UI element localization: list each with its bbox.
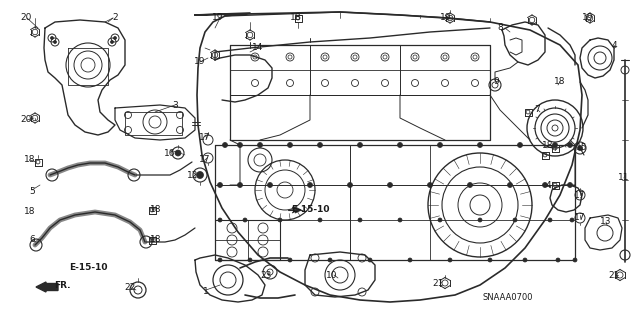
Circle shape (348, 182, 353, 188)
Circle shape (51, 36, 54, 40)
Text: FR.: FR. (54, 280, 70, 290)
Circle shape (175, 150, 181, 156)
Circle shape (358, 143, 362, 147)
Circle shape (543, 182, 547, 188)
Circle shape (288, 258, 292, 262)
Text: 18: 18 (24, 155, 36, 165)
Circle shape (428, 182, 433, 188)
Text: 9: 9 (493, 78, 499, 86)
Text: 11: 11 (618, 174, 630, 182)
Text: 18: 18 (150, 235, 162, 244)
Circle shape (523, 258, 527, 262)
Circle shape (318, 218, 322, 222)
Circle shape (397, 143, 403, 147)
Text: 17: 17 (199, 133, 211, 143)
Circle shape (438, 218, 442, 222)
Text: 8: 8 (497, 24, 503, 33)
Circle shape (278, 218, 282, 222)
Circle shape (218, 182, 223, 188)
Circle shape (556, 258, 560, 262)
Text: E-15-10: E-15-10 (291, 205, 329, 214)
Circle shape (448, 258, 452, 262)
Circle shape (488, 258, 492, 262)
Circle shape (113, 36, 116, 40)
Text: 18: 18 (542, 140, 554, 150)
Circle shape (552, 143, 557, 147)
Circle shape (368, 258, 372, 262)
Circle shape (243, 218, 247, 222)
Text: 18: 18 (150, 205, 162, 214)
Circle shape (268, 182, 273, 188)
Circle shape (218, 218, 222, 222)
Text: 7: 7 (534, 106, 540, 115)
Circle shape (508, 182, 513, 188)
Circle shape (196, 172, 204, 179)
Text: 5: 5 (29, 188, 35, 197)
Circle shape (577, 145, 582, 151)
Text: 1: 1 (203, 287, 209, 296)
Text: 21: 21 (432, 278, 444, 287)
Text: 4: 4 (611, 41, 617, 49)
Circle shape (248, 258, 252, 262)
Text: 20: 20 (20, 13, 32, 23)
Circle shape (438, 143, 442, 147)
Text: 3: 3 (172, 100, 178, 109)
Circle shape (408, 258, 412, 262)
Circle shape (237, 182, 243, 188)
Text: SNAAA0700: SNAAA0700 (483, 293, 533, 302)
Circle shape (237, 143, 243, 147)
Text: 18: 18 (554, 78, 566, 86)
Text: 18: 18 (291, 13, 301, 23)
Text: 23: 23 (260, 271, 272, 279)
Text: 22: 22 (124, 284, 136, 293)
Text: 18: 18 (24, 207, 36, 217)
Circle shape (518, 143, 522, 147)
Circle shape (568, 143, 573, 147)
Circle shape (570, 218, 574, 222)
Circle shape (223, 143, 227, 147)
Text: 21: 21 (608, 271, 620, 279)
Text: 13: 13 (600, 218, 612, 226)
Circle shape (111, 41, 113, 43)
Circle shape (398, 218, 402, 222)
FancyArrow shape (36, 282, 58, 292)
Text: 4: 4 (545, 181, 551, 189)
Text: E-15-10: E-15-10 (68, 263, 108, 272)
Text: 15: 15 (576, 144, 588, 152)
Circle shape (513, 218, 517, 222)
Circle shape (287, 143, 292, 147)
Text: 14: 14 (252, 43, 264, 53)
Circle shape (387, 182, 392, 188)
Circle shape (478, 218, 482, 222)
Circle shape (358, 218, 362, 222)
Circle shape (257, 143, 262, 147)
Text: 19: 19 (195, 57, 205, 66)
Text: 6: 6 (29, 235, 35, 244)
Circle shape (548, 218, 552, 222)
Circle shape (218, 258, 222, 262)
Circle shape (477, 143, 483, 147)
Text: 19: 19 (582, 13, 594, 23)
Circle shape (573, 258, 577, 262)
Text: 2: 2 (112, 13, 118, 23)
Text: 17: 17 (574, 190, 586, 199)
Circle shape (307, 182, 312, 188)
Text: 19: 19 (212, 13, 224, 23)
Text: 16: 16 (164, 149, 176, 158)
Text: 10: 10 (326, 271, 338, 279)
Circle shape (328, 258, 332, 262)
Circle shape (54, 41, 56, 43)
Circle shape (568, 182, 573, 188)
Text: 20: 20 (20, 115, 32, 124)
Circle shape (317, 143, 323, 147)
Circle shape (467, 182, 472, 188)
Text: 17: 17 (574, 213, 586, 222)
Text: 19: 19 (440, 13, 452, 23)
Text: 12: 12 (188, 170, 198, 180)
Text: 17: 17 (199, 155, 211, 165)
